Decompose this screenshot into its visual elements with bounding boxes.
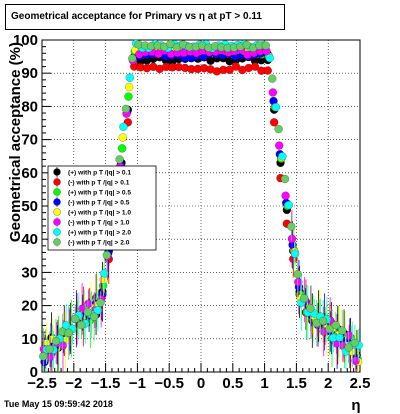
data-point [77, 320, 86, 330]
x-tick-label: −1.5 [91, 375, 121, 392]
data-point [265, 53, 274, 63]
data-point [268, 88, 277, 97]
data-point [100, 269, 109, 278]
y-tick-label: 10 [21, 331, 38, 348]
data-point [96, 298, 105, 307]
y-tick-label: 50 [21, 198, 38, 215]
data-point [270, 118, 279, 127]
y-tick-label: 30 [21, 264, 38, 281]
y-tick-label: 90 [21, 65, 38, 82]
chart-title: Geometrical acceptance for Primary vs η … [11, 11, 262, 22]
legend-box [47, 165, 157, 251]
data-point [351, 356, 360, 365]
data-point [287, 234, 297, 243]
x-tick-label: 2 [324, 375, 332, 392]
data-point [83, 308, 92, 317]
data-point [118, 144, 127, 153]
data-point [39, 352, 48, 361]
data-point [275, 141, 284, 150]
y-tick-label: 40 [21, 231, 38, 248]
legend-label: (+) with p T /|q| > 0.5 [68, 190, 131, 197]
data-point [124, 92, 133, 101]
data-point [344, 343, 353, 352]
data-point [338, 326, 347, 335]
y-tick-label: 60 [21, 165, 38, 182]
data-point [274, 125, 283, 134]
legend-label: (+) with p T /|q| > 0.1 [68, 170, 131, 177]
data-point [125, 82, 134, 92]
legend: (+) with p T /|q| > 0.1 (-) with p T /|q|… [47, 165, 157, 251]
x-tick-label: 0 [197, 375, 205, 392]
y-tick-label: 0 [30, 364, 38, 381]
data-point [119, 122, 128, 131]
data-point [331, 321, 340, 330]
legend-label: (-) with p T /|q| > 1.0 [68, 220, 130, 227]
data-point [299, 294, 309, 303]
y-axis-title: Geometrical acceptance (%) [7, 42, 24, 242]
data-point [250, 62, 260, 71]
y-tick-label: 100 [13, 32, 38, 49]
x-tick-label: 0.5 [222, 375, 243, 392]
data-point [231, 62, 241, 71]
data-point [278, 152, 287, 161]
x-axis-title: η [351, 397, 360, 414]
legend-label: (+) with p T /|q| > 1.0 [68, 210, 131, 217]
data-point [166, 39, 175, 48]
data-point [325, 324, 334, 334]
chart-title-box: Geometrical acceptance for Primary vs η … [5, 4, 285, 30]
data-point [225, 65, 234, 74]
data-point [64, 328, 73, 337]
data-point [118, 133, 127, 142]
data-point [70, 314, 80, 323]
data-point [58, 341, 68, 350]
x-tick-label: 1 [260, 375, 268, 392]
data-point [287, 222, 296, 231]
data-point [51, 336, 61, 346]
data-point [121, 104, 131, 114]
data-point [261, 41, 270, 50]
data-point [263, 66, 272, 75]
data-point [45, 345, 54, 354]
data-point [284, 201, 293, 210]
x-tick-label: −2 [65, 375, 82, 392]
x-tick-label: −0.5 [154, 375, 184, 392]
data-point [345, 331, 354, 340]
legend-label: (-) with p T /|q| > 2.0 [68, 240, 130, 247]
y-tick-label: 70 [21, 132, 38, 149]
data-point [115, 155, 124, 164]
data-point [128, 54, 137, 63]
data-point [125, 73, 134, 82]
ticks [41, 39, 361, 373]
x-tick-label: −1 [129, 375, 146, 392]
legend-label: (-) with p T /|q| > 0.1 [68, 180, 130, 187]
x-tick-label: 1.5 [286, 375, 307, 392]
x-tick-label: 2.5 [350, 375, 371, 392]
data-point [293, 270, 302, 279]
series-8 [39, 39, 360, 372]
data-point [84, 299, 93, 308]
data-point [102, 251, 111, 260]
data-point [350, 338, 360, 348]
legend-label: (-) with p T /|q| > 0.5 [68, 200, 130, 207]
legend-label: (+) with p T /|q| > 2.0 [68, 230, 131, 237]
data-point [281, 191, 290, 200]
data-point [271, 103, 281, 112]
y-tick-label: 20 [21, 298, 38, 315]
y-tick-label: 80 [21, 98, 38, 115]
x-tick-label: −2.5 [27, 375, 57, 392]
data-point [306, 304, 315, 313]
date-stamp: Tue May 15 09:59:42 2018 [4, 399, 113, 409]
data-point [291, 249, 300, 258]
data-point [319, 316, 328, 326]
data-point [268, 74, 277, 83]
data-point [90, 312, 99, 321]
data-point [280, 174, 290, 184]
